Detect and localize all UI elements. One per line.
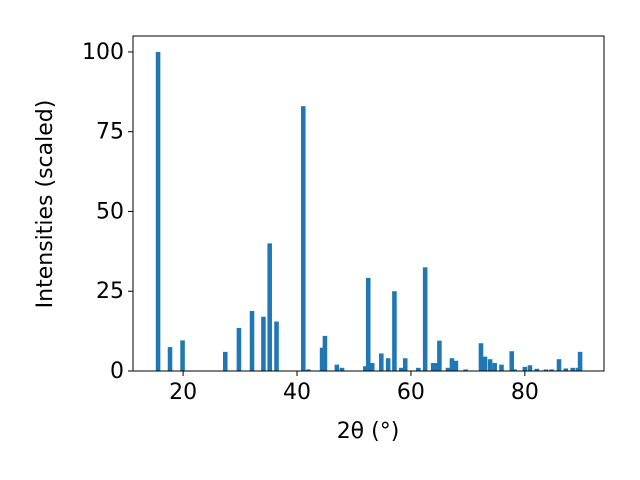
- y-tick-label: 0: [110, 359, 124, 384]
- bar: [437, 340, 442, 371]
- plot-frame: [132, 35, 605, 372]
- y-tick-label: 75: [96, 120, 124, 145]
- bar: [402, 358, 408, 371]
- bar: [385, 358, 391, 371]
- bar: [430, 363, 436, 371]
- bar: [180, 340, 185, 371]
- bar: [549, 369, 554, 371]
- y-tick-label: 25: [96, 279, 124, 304]
- x-tick-label: 20: [169, 380, 197, 405]
- y-axis-label: Intensities (scaled): [33, 100, 58, 309]
- bar: [527, 365, 533, 371]
- bar: [534, 368, 540, 371]
- x-axis-label: 2θ (°): [337, 419, 400, 444]
- bar: [365, 277, 371, 371]
- bar: [167, 347, 173, 371]
- bar: [512, 369, 517, 371]
- bar: [463, 369, 468, 371]
- bar: [249, 311, 255, 371]
- bar: [433, 363, 439, 371]
- x-tick-label: 40: [283, 380, 311, 405]
- bar: [482, 356, 488, 371]
- bar: [563, 368, 569, 371]
- bar: [422, 267, 428, 371]
- bar: [379, 353, 384, 371]
- y-tick-label: 50: [96, 199, 124, 224]
- bar: [556, 359, 562, 371]
- bar: [267, 243, 272, 371]
- bar: [274, 321, 279, 371]
- bar: [301, 106, 306, 371]
- bar: [522, 366, 528, 371]
- bar: [577, 351, 583, 371]
- bar: [334, 364, 340, 371]
- bar: [363, 366, 368, 371]
- x-tick-label: 60: [397, 380, 425, 405]
- bar: [369, 363, 375, 371]
- bar: [322, 335, 328, 371]
- bar: [236, 327, 242, 371]
- bar: [509, 351, 515, 371]
- bar: [487, 359, 493, 371]
- bar: [453, 360, 459, 371]
- x-tick-label: 80: [511, 380, 539, 405]
- bar: [570, 367, 575, 371]
- bar: [392, 291, 397, 371]
- bar: [155, 51, 161, 371]
- bar: [492, 363, 497, 371]
- bar: [575, 367, 581, 371]
- bar: [306, 369, 311, 371]
- bar: [261, 316, 266, 371]
- bar: [222, 351, 228, 371]
- bar: [416, 367, 421, 371]
- bar: [478, 343, 484, 371]
- bar: [543, 369, 549, 371]
- bar: [449, 358, 455, 371]
- bar: [319, 347, 325, 371]
- bar: [339, 367, 345, 371]
- y-tick-label: 100: [82, 40, 124, 65]
- bar: [398, 367, 404, 371]
- bar: [499, 364, 504, 371]
- bar: [445, 367, 451, 371]
